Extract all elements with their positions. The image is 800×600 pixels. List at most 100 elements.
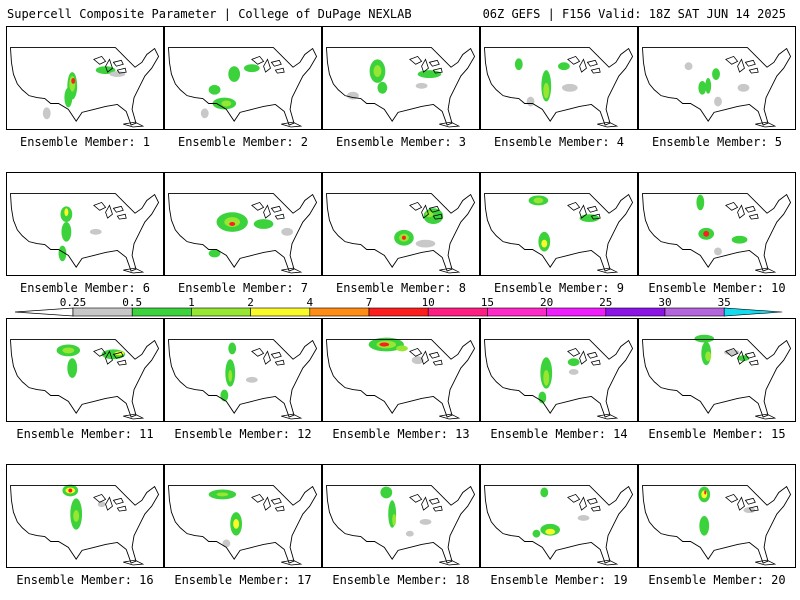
scp-contour-fill <box>568 369 579 375</box>
ensemble-member-label: Ensemble Member: 1 <box>19 135 151 149</box>
great-lakes-outline <box>409 55 461 128</box>
scp-contour-fill <box>67 358 78 378</box>
ensemble-member-map <box>322 172 480 276</box>
us-coastline <box>325 193 476 272</box>
great-lakes-outline <box>567 201 619 274</box>
scp-contour-fill <box>514 58 523 71</box>
ensemble-member-map <box>480 172 638 276</box>
colorbar-segment <box>664 307 725 317</box>
scp-colorbar: 0.25 0.5 1 2 4 7 10 15 20 25 30 35 <box>14 296 783 317</box>
ensemble-member-label: Ensemble Member: 10 <box>648 281 786 295</box>
colorbar-segment <box>191 307 251 317</box>
member-map-svg <box>325 47 476 128</box>
colorbar-segment <box>427 307 488 317</box>
ensemble-member-label: Ensemble Member: 6 <box>19 281 151 295</box>
colorbar-segment <box>487 307 547 317</box>
scp-contour-fill <box>243 64 260 73</box>
colorbar-segment <box>250 307 311 317</box>
scp-contour-fill <box>245 376 258 383</box>
member-map-svg <box>325 337 476 420</box>
ensemble-member-map <box>638 318 796 422</box>
scp-contour-fill <box>533 197 544 204</box>
colorbar-tick-label: 4 <box>306 296 313 309</box>
member-map-svg <box>325 193 476 274</box>
scp-contour-fill <box>380 486 393 499</box>
colorbar-tick-label: 7 <box>366 296 373 309</box>
ensemble-member-map <box>638 464 796 568</box>
great-lakes-outline <box>251 493 303 566</box>
ensemble-member-label: Ensemble Member: 4 <box>493 135 625 149</box>
colorbar-tick-label: 0.25 <box>60 296 87 309</box>
member-map-svg <box>9 339 160 420</box>
great-lakes-outline <box>93 493 145 566</box>
scp-contour-fill <box>233 518 240 529</box>
us-coastline <box>641 485 792 564</box>
scp-contour-fill <box>714 247 722 256</box>
scp-contour-fill <box>705 78 712 94</box>
scp-contour-fill <box>253 219 274 229</box>
us-coastline <box>483 47 634 126</box>
scp-contour-fill <box>373 65 382 78</box>
ensemble-member-map <box>6 464 164 568</box>
great-lakes-outline <box>93 347 145 420</box>
scp-contour-fill <box>229 222 236 226</box>
ensemble-member-label: Ensemble Member: 9 <box>493 281 625 295</box>
great-lakes-outline <box>567 55 619 128</box>
colorbar-tick-label: 0.5 <box>122 296 142 309</box>
member-map-svg <box>641 485 792 566</box>
ensemble-member-map <box>164 172 322 276</box>
member-map-svg <box>9 47 160 128</box>
great-lakes-outline <box>93 55 145 128</box>
scp-contour-fill <box>737 83 750 92</box>
colorbar-segment <box>131 307 192 317</box>
scp-contour-fill <box>703 230 710 237</box>
member-map-svg <box>483 339 634 420</box>
scp-contour-fill <box>558 62 570 71</box>
colorbar-tick-label: 1 <box>188 296 195 309</box>
scp-contour-fill <box>684 62 693 71</box>
ensemble-member-label: Ensemble Member: 7 <box>177 281 309 295</box>
member-map-svg <box>483 485 634 566</box>
scp-contour-fill <box>704 490 707 495</box>
great-lakes-outline <box>251 347 303 420</box>
scp-contour-fill <box>579 214 600 223</box>
scp-contour-fill <box>73 510 80 522</box>
us-coastline <box>9 339 160 418</box>
scp-contour-fill <box>714 96 722 107</box>
scp-contour-fill <box>577 515 590 521</box>
colorbar-tick-label: 30 <box>658 296 671 309</box>
scp-contour-fill <box>379 342 390 347</box>
ensemble-member-label: Ensemble Member: 2 <box>177 135 309 149</box>
ensemble-member-map <box>6 318 164 422</box>
scp-contour-fill <box>42 107 51 120</box>
colorbar-segment <box>72 307 133 317</box>
member-map-svg <box>167 339 318 420</box>
great-lakes-outline <box>725 55 777 128</box>
scp-contour-fill <box>405 530 414 537</box>
colorbar-segment <box>368 307 429 317</box>
scp-contour-fill <box>701 490 708 499</box>
us-coastline <box>325 47 476 126</box>
colorbar-lower-arrow <box>14 307 74 317</box>
ensemble-member-map <box>480 464 638 568</box>
member-map-svg <box>641 193 792 274</box>
member-map-svg <box>641 334 792 420</box>
scp-contour-fill <box>705 351 712 362</box>
ensemble-member-map <box>480 318 638 422</box>
scp-contour-fill <box>64 208 69 217</box>
us-coastline <box>641 47 792 126</box>
scp-contour-fill <box>208 249 221 258</box>
scp-contour-fill <box>540 487 549 498</box>
great-lakes-outline <box>251 201 303 274</box>
colorbar-tick-label: 25 <box>599 296 612 309</box>
scp-contour-fill <box>95 66 116 75</box>
ensemble-member-map <box>322 464 480 568</box>
scp-contour-fill <box>200 108 209 119</box>
scp-contour-fill <box>68 488 73 493</box>
member-map-svg <box>483 47 634 128</box>
member-map-svg <box>9 484 160 566</box>
scp-contour-fill <box>228 342 237 355</box>
scp-contour-fill <box>97 501 106 508</box>
ensemble-member-label: Ensemble Member: 8 <box>335 281 467 295</box>
us-coastline <box>167 47 318 126</box>
